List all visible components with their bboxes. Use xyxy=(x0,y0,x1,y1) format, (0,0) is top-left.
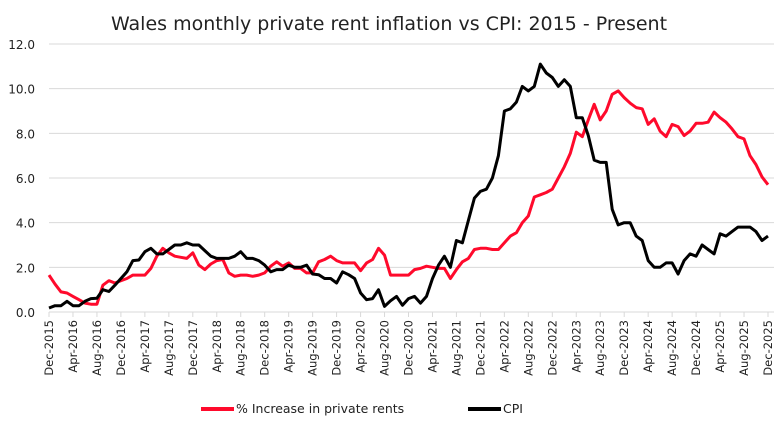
x-tick-label: Aug-2018 xyxy=(234,320,248,376)
x-tick-label: Aug-2024 xyxy=(665,320,679,376)
y-tick-label: 2.0 xyxy=(16,261,35,275)
x-tick-label: Aug-2019 xyxy=(306,320,320,376)
gridlines xyxy=(49,43,774,313)
x-tick-label: Dec-2019 xyxy=(330,320,344,376)
x-tick-label: Apr-2019 xyxy=(282,320,296,373)
y-tick-label: 8.0 xyxy=(16,127,35,141)
x-tick-label: Dec-2017 xyxy=(186,320,200,376)
chart-title: Wales monthly private rent inflation vs … xyxy=(111,13,667,35)
x-tick-label: Dec-2021 xyxy=(473,320,487,376)
x-tick-label: Apr-2022 xyxy=(497,320,511,373)
series-lines xyxy=(47,62,770,310)
x-tick-label: Dec-2022 xyxy=(545,320,559,376)
x-tick-label: Aug-2020 xyxy=(378,320,392,376)
y-tick-label: 6.0 xyxy=(16,172,35,186)
x-tick-label: Dec-2020 xyxy=(402,320,416,376)
x-tick-label: Aug-2016 xyxy=(90,320,104,376)
x-axis: Dec-2015 Apr-2016 Aug-2016 Dec-2016 Apr-2017… xyxy=(42,312,775,376)
y-tick-label: 12.0 xyxy=(8,38,35,52)
x-tick-label: Apr-2025 xyxy=(713,320,727,373)
x-tick-label: Aug-2025 xyxy=(737,320,751,376)
legend: % Increase in private rents CPI xyxy=(201,401,523,416)
x-tick-label: Apr-2018 xyxy=(210,320,224,373)
x-tick-label: Apr-2016 xyxy=(66,320,80,373)
y-tick-label: 10.0 xyxy=(8,83,35,97)
series-line-private-rents xyxy=(47,89,770,306)
series-line-cpi xyxy=(48,62,769,310)
x-tick-label: Dec-2015 xyxy=(42,320,56,376)
x-tick-label: Dec-2023 xyxy=(617,320,631,376)
x-tick-label: Dec-2018 xyxy=(258,320,272,376)
x-tick-label: Apr-2024 xyxy=(641,320,655,373)
x-tick-label: Apr-2017 xyxy=(138,320,152,373)
y-axis: 0.0 2.0 4.0 6.0 8.0 10.0 12.0 xyxy=(8,38,35,320)
x-tick-label: Apr-2021 xyxy=(425,320,439,373)
x-tick-label: Aug-2017 xyxy=(162,320,176,376)
x-tick-label: Dec-2016 xyxy=(114,320,128,376)
x-tick-label: Dec-2024 xyxy=(689,320,703,376)
x-tick-label: Apr-2023 xyxy=(569,320,583,373)
legend-label: CPI xyxy=(503,401,523,416)
x-tick-label: Aug-2023 xyxy=(593,320,607,376)
x-tick-label: Aug-2022 xyxy=(521,320,535,376)
x-tick-label: Apr-2020 xyxy=(354,320,368,373)
x-tick-label: Dec-2025 xyxy=(761,320,775,376)
x-tick-label: Aug-2021 xyxy=(449,320,463,376)
y-tick-label: 0.0 xyxy=(16,306,35,320)
y-tick-label: 4.0 xyxy=(16,217,35,231)
legend-label: % Increase in private rents xyxy=(236,401,404,416)
